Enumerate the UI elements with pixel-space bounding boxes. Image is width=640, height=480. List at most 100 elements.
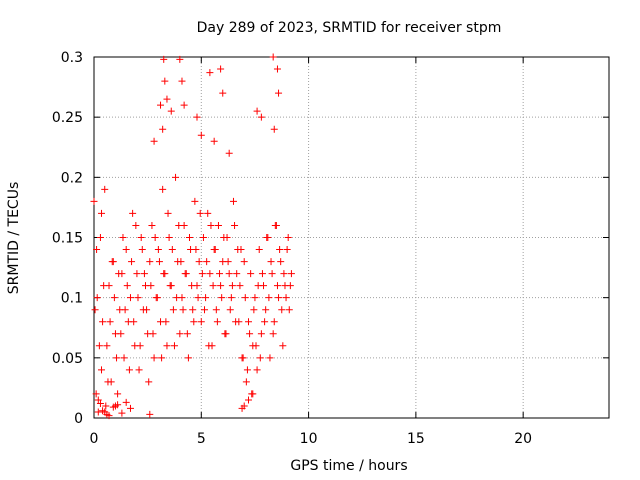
data-point — [103, 342, 111, 350]
data-point — [280, 270, 288, 278]
data-point — [194, 294, 202, 302]
data-point — [255, 246, 263, 254]
data-point — [163, 95, 171, 103]
data-point — [243, 366, 251, 374]
data-point — [239, 354, 247, 362]
data-points — [90, 53, 295, 420]
data-point — [212, 306, 220, 314]
x-tick-label: 10 — [300, 431, 318, 447]
data-point — [159, 125, 167, 133]
data-point — [269, 330, 277, 338]
data-point — [256, 354, 264, 362]
data-point — [101, 185, 109, 193]
data-point — [99, 407, 107, 415]
data-point — [258, 270, 266, 278]
data-point — [287, 270, 295, 278]
data-point — [262, 306, 270, 314]
data-point — [94, 396, 102, 404]
data-point — [167, 107, 175, 115]
data-point — [270, 125, 278, 133]
data-point — [233, 270, 241, 278]
data-point — [172, 173, 180, 181]
data-point — [106, 318, 114, 326]
data-point — [135, 366, 143, 374]
data-point — [154, 246, 162, 254]
data-point — [94, 408, 102, 416]
data-point — [199, 234, 207, 241]
data-point — [263, 234, 271, 241]
data-point — [219, 89, 227, 97]
data-point — [193, 113, 201, 121]
data-point — [146, 258, 154, 266]
y-axis-label: SRMTID / TECUs — [6, 182, 22, 295]
data-point — [128, 258, 136, 266]
data-point — [213, 318, 221, 326]
data-point — [166, 282, 174, 290]
data-point — [168, 246, 176, 254]
data-point — [98, 209, 106, 217]
data-point — [201, 306, 209, 314]
data-point — [220, 234, 228, 241]
data-point — [95, 342, 103, 350]
data-point — [115, 270, 123, 278]
data-point — [204, 209, 212, 217]
data-point — [184, 354, 192, 362]
data-point — [283, 246, 291, 254]
data-point — [96, 234, 104, 241]
data-point — [261, 318, 269, 326]
data-point — [178, 77, 186, 85]
data-point — [225, 149, 233, 157]
data-point — [120, 354, 128, 362]
data-point — [197, 131, 205, 139]
data-point — [217, 65, 225, 73]
data-point — [150, 137, 158, 145]
data-point — [177, 258, 185, 266]
data-point — [173, 294, 181, 302]
data-point — [169, 306, 177, 314]
data-point — [250, 306, 258, 314]
data-point — [206, 69, 214, 77]
y-tick-label: 0.15 — [52, 231, 83, 247]
data-point — [151, 234, 159, 241]
data-point — [278, 306, 286, 314]
data-point — [175, 221, 183, 229]
data-point — [254, 282, 262, 290]
data-point — [150, 354, 158, 362]
data-point — [136, 342, 144, 350]
data-point — [273, 282, 281, 290]
data-point — [92, 390, 100, 398]
data-point — [159, 185, 167, 193]
data-point — [188, 282, 196, 290]
data-point — [100, 282, 108, 290]
data-point — [133, 270, 141, 278]
data-point — [267, 258, 275, 266]
data-point — [153, 294, 161, 302]
y-tick-label: 0.05 — [52, 351, 83, 367]
data-point — [163, 342, 171, 350]
data-point — [125, 366, 133, 374]
data-point — [236, 282, 244, 290]
data-point — [189, 306, 197, 314]
data-point — [90, 197, 98, 205]
data-point — [99, 318, 107, 326]
data-point — [282, 294, 290, 302]
data-point — [211, 246, 219, 254]
data-point — [245, 318, 252, 326]
x-tick-label: 5 — [197, 431, 206, 447]
data-point — [226, 306, 234, 314]
data-point — [176, 55, 184, 63]
data-point — [205, 342, 213, 350]
data-point — [238, 404, 246, 412]
data-point — [269, 53, 277, 61]
data-point — [122, 398, 130, 406]
y-tick-label: 0.2 — [61, 170, 83, 186]
chart-title: Day 289 of 2023, SRMTID for receiver stp… — [197, 20, 502, 36]
x-tick-label: 0 — [90, 431, 99, 447]
data-point — [146, 410, 154, 418]
data-point — [225, 270, 233, 278]
data-point — [273, 65, 281, 73]
data-point — [105, 412, 113, 420]
data-point — [183, 330, 191, 338]
data-point — [147, 282, 155, 290]
data-point — [207, 221, 215, 229]
